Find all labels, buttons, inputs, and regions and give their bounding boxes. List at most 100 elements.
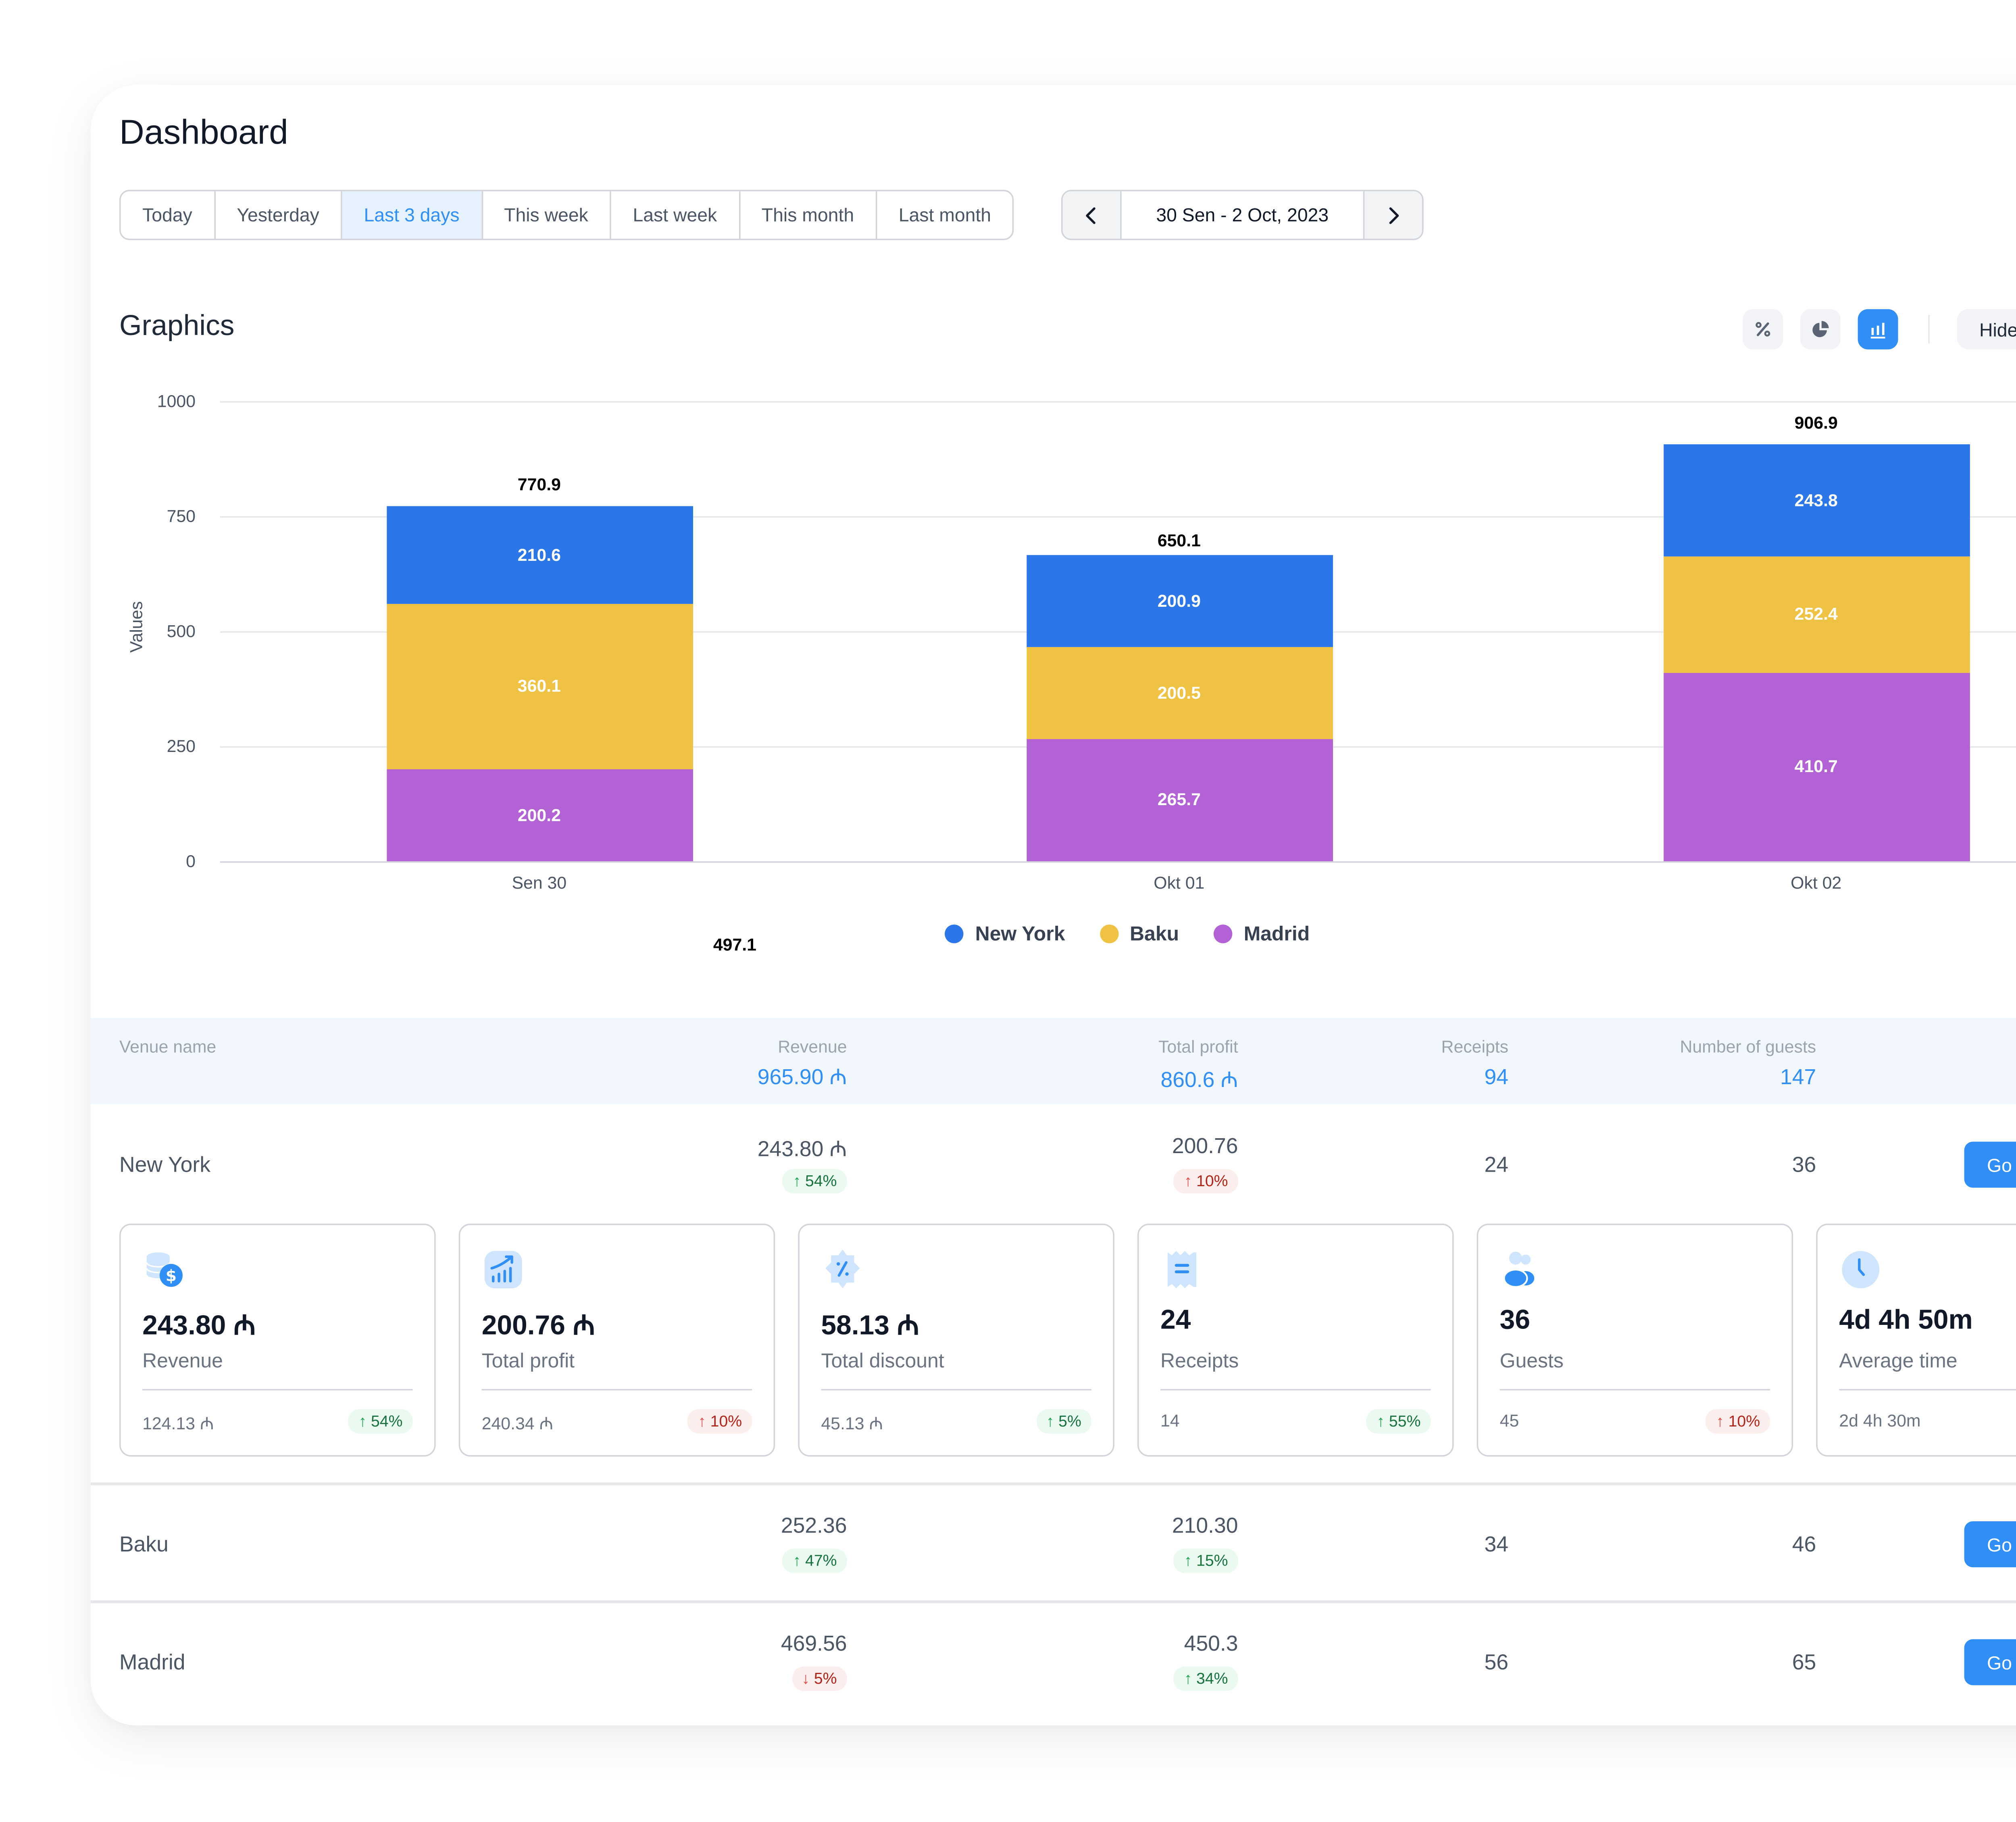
metric-card-revenue: $ 243.80 ₼ Revenue 124.13 ₼ ↑ 54%	[119, 1223, 436, 1457]
stacked-bar-chart: Values 0 250 500 750 1000 200.2 360.1 210.6 770.…	[91, 373, 2016, 977]
go-label: Go	[1987, 1651, 2012, 1673]
venue-name: Baku	[119, 1533, 169, 1558]
profit-value: 210.30	[1172, 1514, 1238, 1539]
profit-change-badge: ↑ 34%	[1174, 1666, 1238, 1691]
bar-segment-baku[interactable]: 360.1	[386, 603, 693, 769]
total-guests: 147	[1780, 1065, 1816, 1090]
bar-segment-new-york[interactable]: 200.9	[1026, 554, 1333, 647]
divider	[142, 1389, 413, 1391]
bar-total-label: 650.1	[1157, 530, 1201, 551]
go-button[interactable]: Go	[1964, 1639, 2016, 1685]
guests-value: 65	[1792, 1651, 1816, 1675]
revenue-value: 243.80 ₼	[757, 1137, 847, 1162]
bar-segment-new-york[interactable]: 210.6	[386, 506, 693, 604]
legend-item-madrid[interactable]: Madrid	[1213, 922, 1310, 945]
metric-value: 243.80 ₼	[142, 1311, 256, 1342]
change-value: 47%	[805, 1552, 837, 1570]
legend-item-new-york[interactable]: New York	[945, 922, 1065, 945]
percent-view-button[interactable]	[1743, 309, 1783, 350]
arrow-up-icon: ↑	[793, 1172, 801, 1190]
total-receipts: 94	[1484, 1065, 1509, 1090]
dashboard-card: Dashboard Today Yesterday Last 3 days Th…	[90, 85, 2016, 1726]
x-tick-label: Sen 30	[512, 872, 567, 893]
bar-segment-baku[interactable]: 252.4	[1663, 556, 1970, 673]
metric-change-badge: ↑ 55%	[1366, 1409, 1431, 1434]
page-title: Dashboard	[119, 113, 288, 153]
metric-previous-value: 14	[1160, 1410, 1180, 1431]
previous-range-button[interactable]	[1062, 191, 1120, 239]
change-value: 10%	[1196, 1172, 1228, 1190]
y-tick-label: 750	[167, 506, 196, 527]
hide-graphic-button[interactable]: Hide graphic	[1957, 309, 2016, 350]
change-value: 10%	[710, 1412, 742, 1430]
date-range-label[interactable]: 30 Sen - 2 Oct, 2023	[1120, 191, 1365, 239]
tab-last-month[interactable]: Last month	[898, 204, 991, 226]
go-button[interactable]: Go	[1964, 1141, 2016, 1188]
revenue-change-badge: ↓ 5%	[791, 1666, 847, 1691]
bar-segment-madrid[interactable]: 410.7	[1663, 672, 1970, 862]
x-tick-label: Okt 02	[1791, 872, 1842, 893]
chart-legend: New York Baku Madrid	[91, 922, 2016, 945]
go-button[interactable]: Go	[1964, 1521, 2016, 1568]
bar-segment-madrid[interactable]: 200.2	[386, 769, 693, 862]
metric-value: 24	[1160, 1306, 1191, 1336]
table-row-madrid[interactable]: Madrid 469.56 ↓ 5% 450.3 ↑ 34% 56 65 Go	[91, 1618, 2016, 1704]
gridline	[220, 401, 2016, 403]
y-tick-label: 0	[186, 851, 196, 872]
divider	[481, 1389, 752, 1391]
arrow-up-icon: ↑	[1184, 1552, 1192, 1570]
x-tick-label: Okt 01	[1154, 872, 1205, 893]
profit-change-badge: ↑ 15%	[1174, 1548, 1238, 1573]
bar-segment-madrid[interactable]: 265.7	[1026, 739, 1333, 862]
y-tick-label: 250	[167, 736, 196, 756]
tab-last-3-days[interactable]: Last 3 days	[342, 191, 483, 239]
change-value: 5%	[814, 1670, 837, 1688]
bar-view-button[interactable]	[1858, 309, 1898, 350]
tab-today[interactable]: Today	[121, 191, 215, 239]
pie-view-button[interactable]	[1800, 309, 1841, 350]
coins-dollar-icon: $	[146, 1252, 183, 1287]
row-divider	[90, 1482, 2016, 1485]
bar-segment-baku[interactable]: 200.5	[1026, 647, 1333, 739]
guests-value: 36	[1792, 1153, 1816, 1178]
arrow-down-icon: ↓	[802, 1670, 810, 1688]
header-total-profit: Total profit	[1158, 1037, 1238, 1057]
guests-icon	[1503, 1251, 1535, 1288]
bar-segment-new-york[interactable]: 243.8	[1663, 444, 1970, 556]
percent-icon	[1756, 322, 1770, 337]
change-value: 34%	[1196, 1670, 1228, 1688]
table-row-new-york[interactable]: New York 243.80 ₼ ↑ 54% 200.76 ↑ 10% 24 …	[91, 1120, 2016, 1206]
metric-previous-value: 45.13 ₼	[821, 1413, 883, 1434]
arrow-up-icon: ↑	[1184, 1172, 1192, 1190]
growth-chart-icon	[484, 1251, 522, 1289]
graphics-title: Graphics	[119, 310, 235, 342]
gridline	[220, 861, 2016, 863]
metric-label: Average time	[1839, 1349, 1958, 1372]
change-value: 55%	[1389, 1412, 1421, 1430]
metric-change-badge: ↑ 5%	[1036, 1409, 1091, 1434]
change-value: 54%	[805, 1172, 837, 1190]
receipts-value: 24	[1484, 1153, 1509, 1178]
tab-last-week[interactable]: Last week	[611, 191, 740, 239]
tab-yesterday[interactable]: Yesterday	[215, 191, 342, 239]
arrow-up-icon: ↑	[698, 1412, 706, 1430]
metric-card-total-profit: 200.76 ₼ Total profit 240.34 ₼ ↑ 10%	[458, 1223, 775, 1457]
legend-item-baku[interactable]: Baku	[1100, 922, 1179, 945]
arrow-up-icon: ↑	[1377, 1412, 1385, 1430]
receipts-value: 34	[1484, 1533, 1509, 1558]
bar-total-label: 770.9	[517, 475, 561, 495]
arrow-up-icon: ↑	[1046, 1412, 1054, 1430]
row-divider	[90, 1600, 2016, 1603]
profit-change-badge: ↑ 10%	[1174, 1169, 1238, 1194]
y-tick-label: 1000	[157, 391, 196, 411]
revenue-change-badge: ↑ 54%	[783, 1169, 847, 1194]
go-label: Go	[1987, 1154, 2012, 1176]
gridline	[220, 516, 2016, 518]
chevron-right-icon	[1389, 206, 1399, 223]
table-row-baku[interactable]: Baku 252.36 ↑ 47% 210.30 ↑ 15% 34 46 Go	[91, 1500, 2016, 1586]
tab-this-week[interactable]: This week	[483, 191, 611, 239]
metric-label: Receipts	[1160, 1349, 1239, 1372]
tab-this-month[interactable]: This month	[740, 191, 877, 239]
next-range-button[interactable]	[1364, 191, 1422, 239]
